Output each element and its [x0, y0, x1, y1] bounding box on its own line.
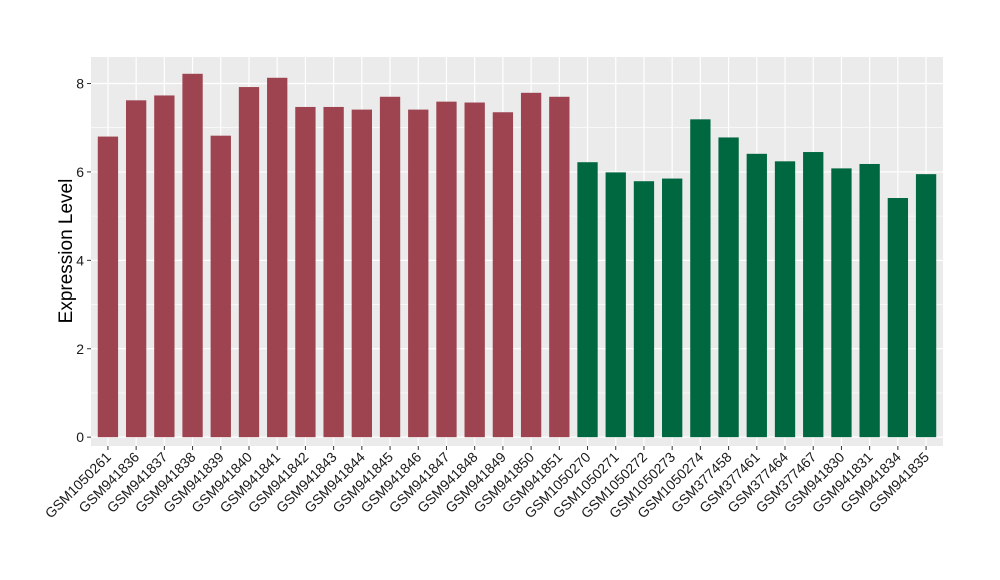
bar-GSM941851 — [549, 96, 570, 438]
x-axis: GSM1050261GSM941836GSM941837GSM941838GSM… — [42, 446, 932, 521]
bar-GSM941835 — [915, 174, 937, 438]
bar-GSM941849 — [492, 112, 514, 438]
bar-GSM941836 — [125, 100, 147, 438]
bar-GSM941840 — [238, 87, 260, 438]
y-tick-label: 0 — [76, 429, 84, 445]
bar-GSM1050261 — [97, 136, 119, 438]
bar-GSM941850 — [520, 92, 542, 438]
bar-GSM1050274 — [690, 119, 711, 438]
bar-GSM1050272 — [633, 181, 655, 438]
bar-GSM941830 — [831, 168, 852, 438]
y-axis-title: Expression Level — [56, 179, 77, 324]
plot-panel — [91, 57, 943, 446]
y-tick-label: 8 — [76, 76, 84, 92]
bar-GSM377461 — [746, 153, 767, 438]
y-tick-label: 6 — [76, 164, 84, 180]
bar-GSM941831 — [859, 163, 880, 438]
y-tick-label: 4 — [76, 252, 84, 268]
y-axis: 0 2 4 6 8 — [76, 76, 91, 445]
bars-group — [97, 73, 937, 438]
bar-GSM941847 — [436, 101, 457, 438]
bar-GSM377458 — [718, 137, 739, 438]
bar-GSM941848 — [464, 102, 485, 438]
bar-GSM941846 — [408, 109, 429, 438]
bar-GSM941845 — [379, 96, 401, 438]
bar-GSM941838 — [182, 73, 203, 438]
bar-GSM1050271 — [605, 172, 626, 438]
bar-GSM377467 — [803, 152, 824, 438]
grid-minor-lines — [91, 127, 943, 394]
bar-GSM941843 — [323, 106, 344, 438]
bar-GSM941839 — [210, 135, 231, 438]
bar-GSM941834 — [887, 198, 909, 438]
y-tick-label: 2 — [76, 341, 84, 357]
bar-GSM1050273 — [662, 178, 683, 438]
bar-GSM941837 — [154, 95, 175, 438]
bar-GSM941842 — [295, 106, 316, 438]
bar-GSM377464 — [774, 161, 796, 438]
bar-GSM941844 — [351, 109, 372, 438]
bar-GSM1050270 — [577, 162, 598, 438]
bar-GSM941841 — [267, 77, 288, 438]
